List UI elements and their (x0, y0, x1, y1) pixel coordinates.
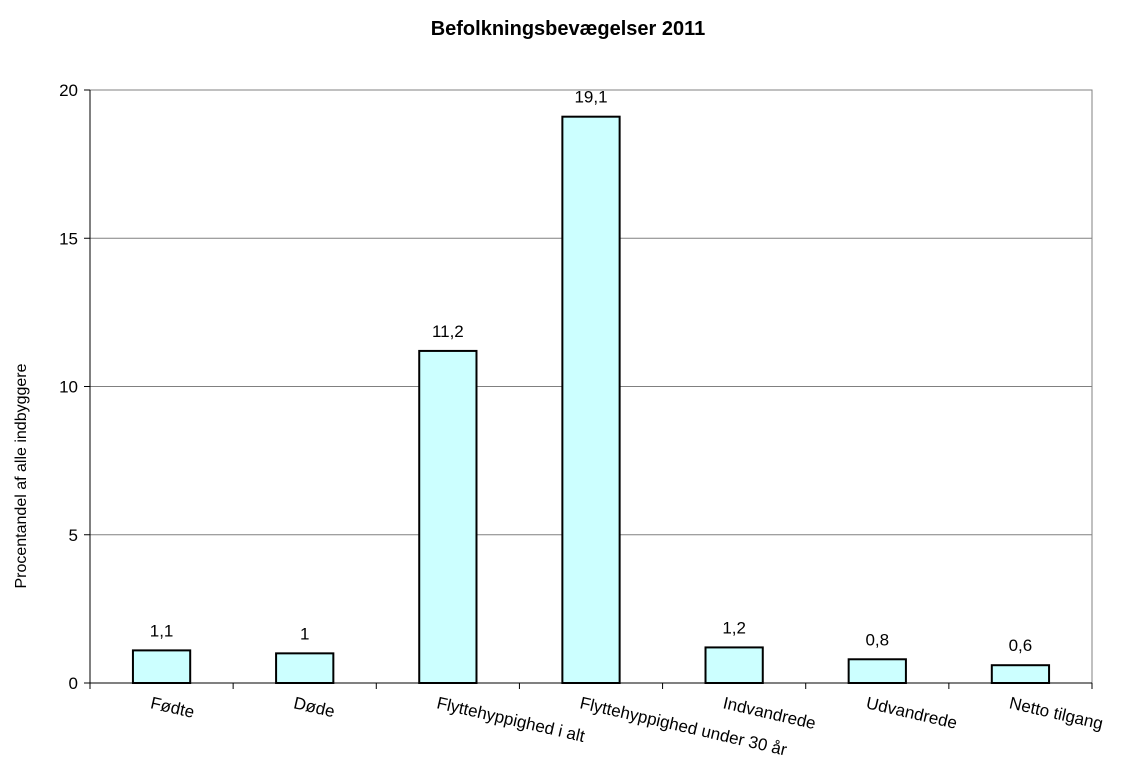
data-labels: 1,1 1 11,2 19,1 1,2 0,8 0,6 (150, 88, 1032, 656)
x-tick-label: Indvandrede (721, 693, 817, 733)
x-tick-label: Udvandrede (864, 693, 959, 732)
data-label: 1 (300, 624, 309, 643)
bar (561, 115, 621, 684)
bar (131, 649, 192, 685)
bar (847, 658, 907, 685)
data-label: 1,1 (150, 621, 174, 640)
x-tick-labels: Fødte Døde Flyttehyppighed i altFlyttehypp… (149, 693, 1105, 759)
data-label: 1,2 (722, 618, 746, 637)
chart-title: Befolkningsbevægelser 2011 (430, 18, 706, 40)
x-tick-label: Fødte (149, 693, 197, 722)
y-tick-label: 10 (59, 378, 78, 397)
x-tick-label: Netto tilgang (1008, 693, 1105, 733)
data-label: 19,1 (574, 88, 607, 107)
bar (418, 349, 478, 684)
data-label: 0,6 (1009, 636, 1033, 655)
bar (704, 646, 764, 684)
y-tick-label: 15 (59, 229, 78, 248)
axes (84, 89, 1093, 689)
y-tick-labels: 0 5 10 15 20 (59, 81, 78, 693)
bar (275, 652, 335, 684)
bar (990, 664, 1051, 685)
y-tick-label: 20 (59, 81, 78, 100)
x-tick-label: Døde (292, 693, 337, 721)
x-tick-label: Flyttehyppighed i alt (435, 693, 587, 746)
y-tick-label: 0 (69, 674, 78, 693)
bars (131, 115, 1051, 685)
data-label: 0,8 (865, 630, 889, 649)
data-label: 11,2 (432, 322, 464, 341)
y-tick-label: 5 (69, 526, 78, 545)
y-axis-label: Procentandel af alle indbyggere (13, 363, 30, 588)
